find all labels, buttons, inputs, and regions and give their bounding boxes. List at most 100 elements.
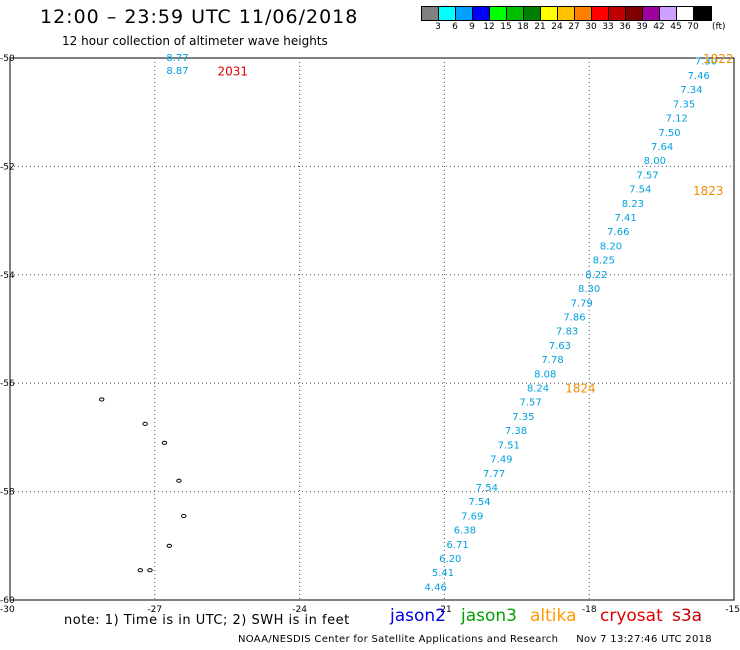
color-scale-tick-label: 42 [653,22,665,32]
longitude-tick-label: -21 [437,605,452,615]
color-swatch [626,7,643,20]
color-swatch [541,7,558,20]
wave-height-value: 8.08 [534,369,556,380]
color-swatch [507,7,524,20]
color-scale-tick-label: 33 [602,22,614,32]
wave-height-value: 7.35 [673,99,695,110]
color-swatch [558,7,575,20]
color-scale-tick-label: 45 [670,22,682,32]
longitude-tick-label: -18 [582,605,597,615]
pass-time-label: 1822 [703,52,734,66]
satellite-jason3: jason3 [461,606,517,626]
map-frame [9,57,735,601]
color-swatch [677,7,694,20]
wave-height-value: 7.54 [476,483,498,494]
color-scale-tick-label: 36 [619,22,631,32]
color-swatch [643,7,660,20]
satellite-cryosat: cryosat [600,606,663,626]
wave-height-value: 4.46 [425,582,447,593]
wave-height-value: 7.57 [520,398,542,409]
wave-height-value: 7.30 [695,57,717,68]
wave-height-value: 7.86 [563,312,585,323]
latitude-tick-label: -56 [0,379,15,389]
color-scale-tick-label: 39 [636,22,648,32]
wave-height-value: 7.49 [490,455,512,466]
color-scale-tick-label: 24 [551,22,563,32]
wave-height-value: 8.24 [527,384,549,395]
pass-time-label: 1823 [693,184,724,198]
latitude-tick-label: -58 [0,488,15,498]
wave-height-value: 7.63 [549,341,571,352]
latitude-tick-label: -50 [0,54,15,64]
color-swatch [490,7,507,20]
color-swatch [660,7,677,20]
footer-note: note: 1) Time is in UTC; 2) SWH is in fe… [64,613,350,628]
satellite-jason2: jason2 [390,606,446,626]
wave-height-color-scale [421,6,712,21]
color-scale-tick-label: 15 [500,22,512,32]
color-scale-tick-label: 27 [568,22,580,32]
color-swatch [422,7,439,20]
latitude-tick-label: -60 [0,596,15,606]
longitude-tick-label: -30 [0,605,15,615]
wave-height-value: 8.77 [166,53,188,64]
color-swatch [524,7,541,20]
latitude-tick-label: -52 [0,162,15,172]
wave-height-value: 7.46 [688,71,710,82]
color-swatch [439,7,456,20]
wave-height-value: 7.34 [680,85,702,96]
wave-height-value: 7.66 [607,227,629,238]
wave-height-value: 6.38 [454,526,476,537]
wave-height-value: 7.35 [512,412,534,423]
island-outline [161,440,168,445]
latitude-tick-label: -54 [0,271,15,281]
island-outline [137,568,144,573]
color-scale-tick-label: 3 [435,22,441,32]
color-swatch [694,7,711,20]
credit-text: NOAA/NESDIS Center for Satellite Applica… [238,634,559,645]
generated-time: Nov 7 13:27:46 UTC 2018 [576,634,712,645]
color-scale-tick-label: 21 [534,22,546,32]
color-swatch [473,7,490,20]
wave-height-value: 8.30 [578,284,600,295]
map-subtitle: 12 hour collection of altimeter wave hei… [62,34,328,48]
wave-height-value: 8.87 [166,66,188,77]
wave-height-value: 7.12 [666,114,688,125]
island-outline [142,421,148,426]
island-outline [181,513,187,519]
color-scale-tick-label: 70 [687,22,699,32]
wave-height-value: 7.77 [483,469,505,480]
wave-height-value: 7.64 [651,142,673,153]
color-swatch [592,7,609,20]
wave-height-value: 8.22 [585,270,607,281]
wave-height-value: 8.20 [600,241,622,252]
color-scale-tick-label: 9 [469,22,475,32]
longitude-tick-label: -24 [292,605,307,615]
pass-time-label: 1824 [565,382,596,396]
map-title: 12:00 – 23:59 UTC 11/06/2018 [40,6,359,28]
wave-height-value: 8.23 [622,199,644,210]
color-swatch [609,7,626,20]
wave-height-value: 7.57 [636,170,658,181]
island-outline [99,397,105,402]
wave-height-value: 5.41 [432,568,454,579]
wave-height-value: 7.78 [541,355,563,366]
wave-height-value: 7.69 [461,511,483,522]
wave-height-value: 7.79 [571,298,593,309]
wave-height-value: 6.20 [439,554,461,565]
color-scale-tick-label: 6 [452,22,458,32]
color-scale-unit: (ft) [712,22,726,32]
wave-height-value: 8.00 [644,156,666,167]
color-swatch [456,7,473,20]
wave-height-value: 7.50 [658,128,680,139]
island-outline [176,478,182,483]
color-swatch [575,7,592,20]
wave-height-value: 7.51 [498,440,520,451]
longitude-tick-label: -15 [725,605,740,615]
wave-height-value: 7.41 [614,213,636,224]
color-scale-tick-label: 12 [483,22,495,32]
longitude-tick-label: -27 [147,605,162,615]
island-outline [166,543,172,548]
pass-time-label: 2031 [218,65,249,79]
